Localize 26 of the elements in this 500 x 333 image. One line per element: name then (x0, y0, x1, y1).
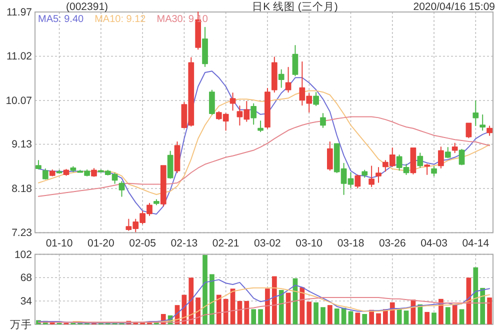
y-tick-label: 8.18 (12, 182, 32, 195)
y-tick-label: 9.13 (12, 138, 32, 151)
y-tick-label: 102 (14, 248, 32, 261)
y-tick-label: 万手 (10, 318, 32, 331)
text: MA5: 9.40 (38, 14, 84, 25)
x-tick-label: 04-14 (462, 238, 490, 250)
x-tick-label: 03-26 (378, 238, 406, 250)
y-tick-label: 34 (20, 295, 32, 308)
x-tick-label: 01-20 (87, 238, 115, 250)
x-tick-label: 02-21 (212, 238, 240, 250)
x-tick-label: 03-02 (254, 238, 282, 250)
text: MA10: 9.12 (94, 14, 146, 25)
x-tick-label: 04-03 (420, 238, 448, 250)
x-tick-label: 03-10 (296, 238, 323, 250)
chart-title: 日K 线图 (三个月) (252, 0, 338, 13)
y-tick-label: 10.07 (6, 94, 32, 107)
y-tick-label: 7.23 (12, 227, 32, 240)
y-tick-label: 68 (20, 272, 32, 284)
x-tick-label: 03-18 (337, 238, 364, 250)
y-tick-label: 11.97 (6, 6, 32, 18)
x-tick-label: 02-05 (129, 238, 156, 250)
annotation: 2020/04/16 15:09 (413, 1, 496, 13)
x-tick-label: 02-13 (170, 238, 198, 250)
y-tick-label: 11.02 (6, 50, 32, 63)
annotation: (002391) (66, 1, 108, 13)
x-tick-label: 01-10 (46, 238, 73, 250)
